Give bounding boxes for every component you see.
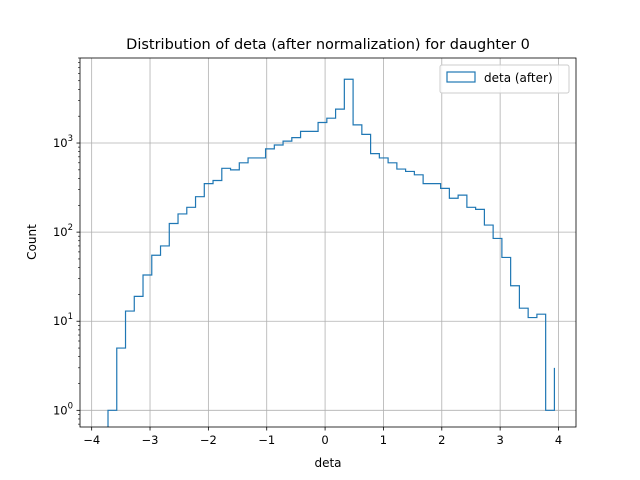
- x-tick-label: 4: [555, 433, 562, 447]
- x-tick-label: −1: [258, 433, 275, 447]
- histogram-series-deta-after: [107, 78, 556, 427]
- x-axis-ticks: −4 −3 −2 −1 0 1 2 3 4: [83, 427, 562, 447]
- x-tick-label: 1: [380, 433, 387, 447]
- legend-swatch: [446, 71, 476, 83]
- y-tick-exponent: 1: [68, 312, 73, 322]
- y-tick-exponent: 2: [68, 223, 73, 233]
- x-tick-label: −4: [83, 433, 100, 447]
- y-tick-exponent: 0: [68, 401, 73, 411]
- x-tick-label: 3: [496, 433, 503, 447]
- y-tick-label: 103: [53, 134, 73, 150]
- legend-label: deta (after): [484, 71, 553, 85]
- x-tick-label: 2: [438, 433, 445, 447]
- x-tick-label: −2: [200, 433, 217, 447]
- x-axis-label: deta: [314, 456, 341, 470]
- x-tick-label: 0: [321, 433, 328, 447]
- y-tick-label: 100: [53, 401, 73, 417]
- plot-frame: [79, 57, 577, 428]
- y-tick-base: 10: [53, 403, 68, 417]
- y-tick-base: 10: [53, 314, 68, 328]
- y-tick-label: 102: [53, 223, 73, 239]
- y-tick-label: 101: [53, 312, 73, 328]
- y-tick-exponent: 3: [68, 134, 73, 144]
- x-tick-label: −3: [142, 433, 159, 447]
- y-axis-label: Count: [25, 224, 39, 260]
- grid-lines: [80, 58, 576, 427]
- chart-title: Distribution of deta (after normalizatio…: [126, 37, 530, 53]
- y-tick-base: 10: [53, 225, 68, 239]
- legend: deta (after): [439, 64, 570, 94]
- y-tick-base: 10: [53, 136, 68, 150]
